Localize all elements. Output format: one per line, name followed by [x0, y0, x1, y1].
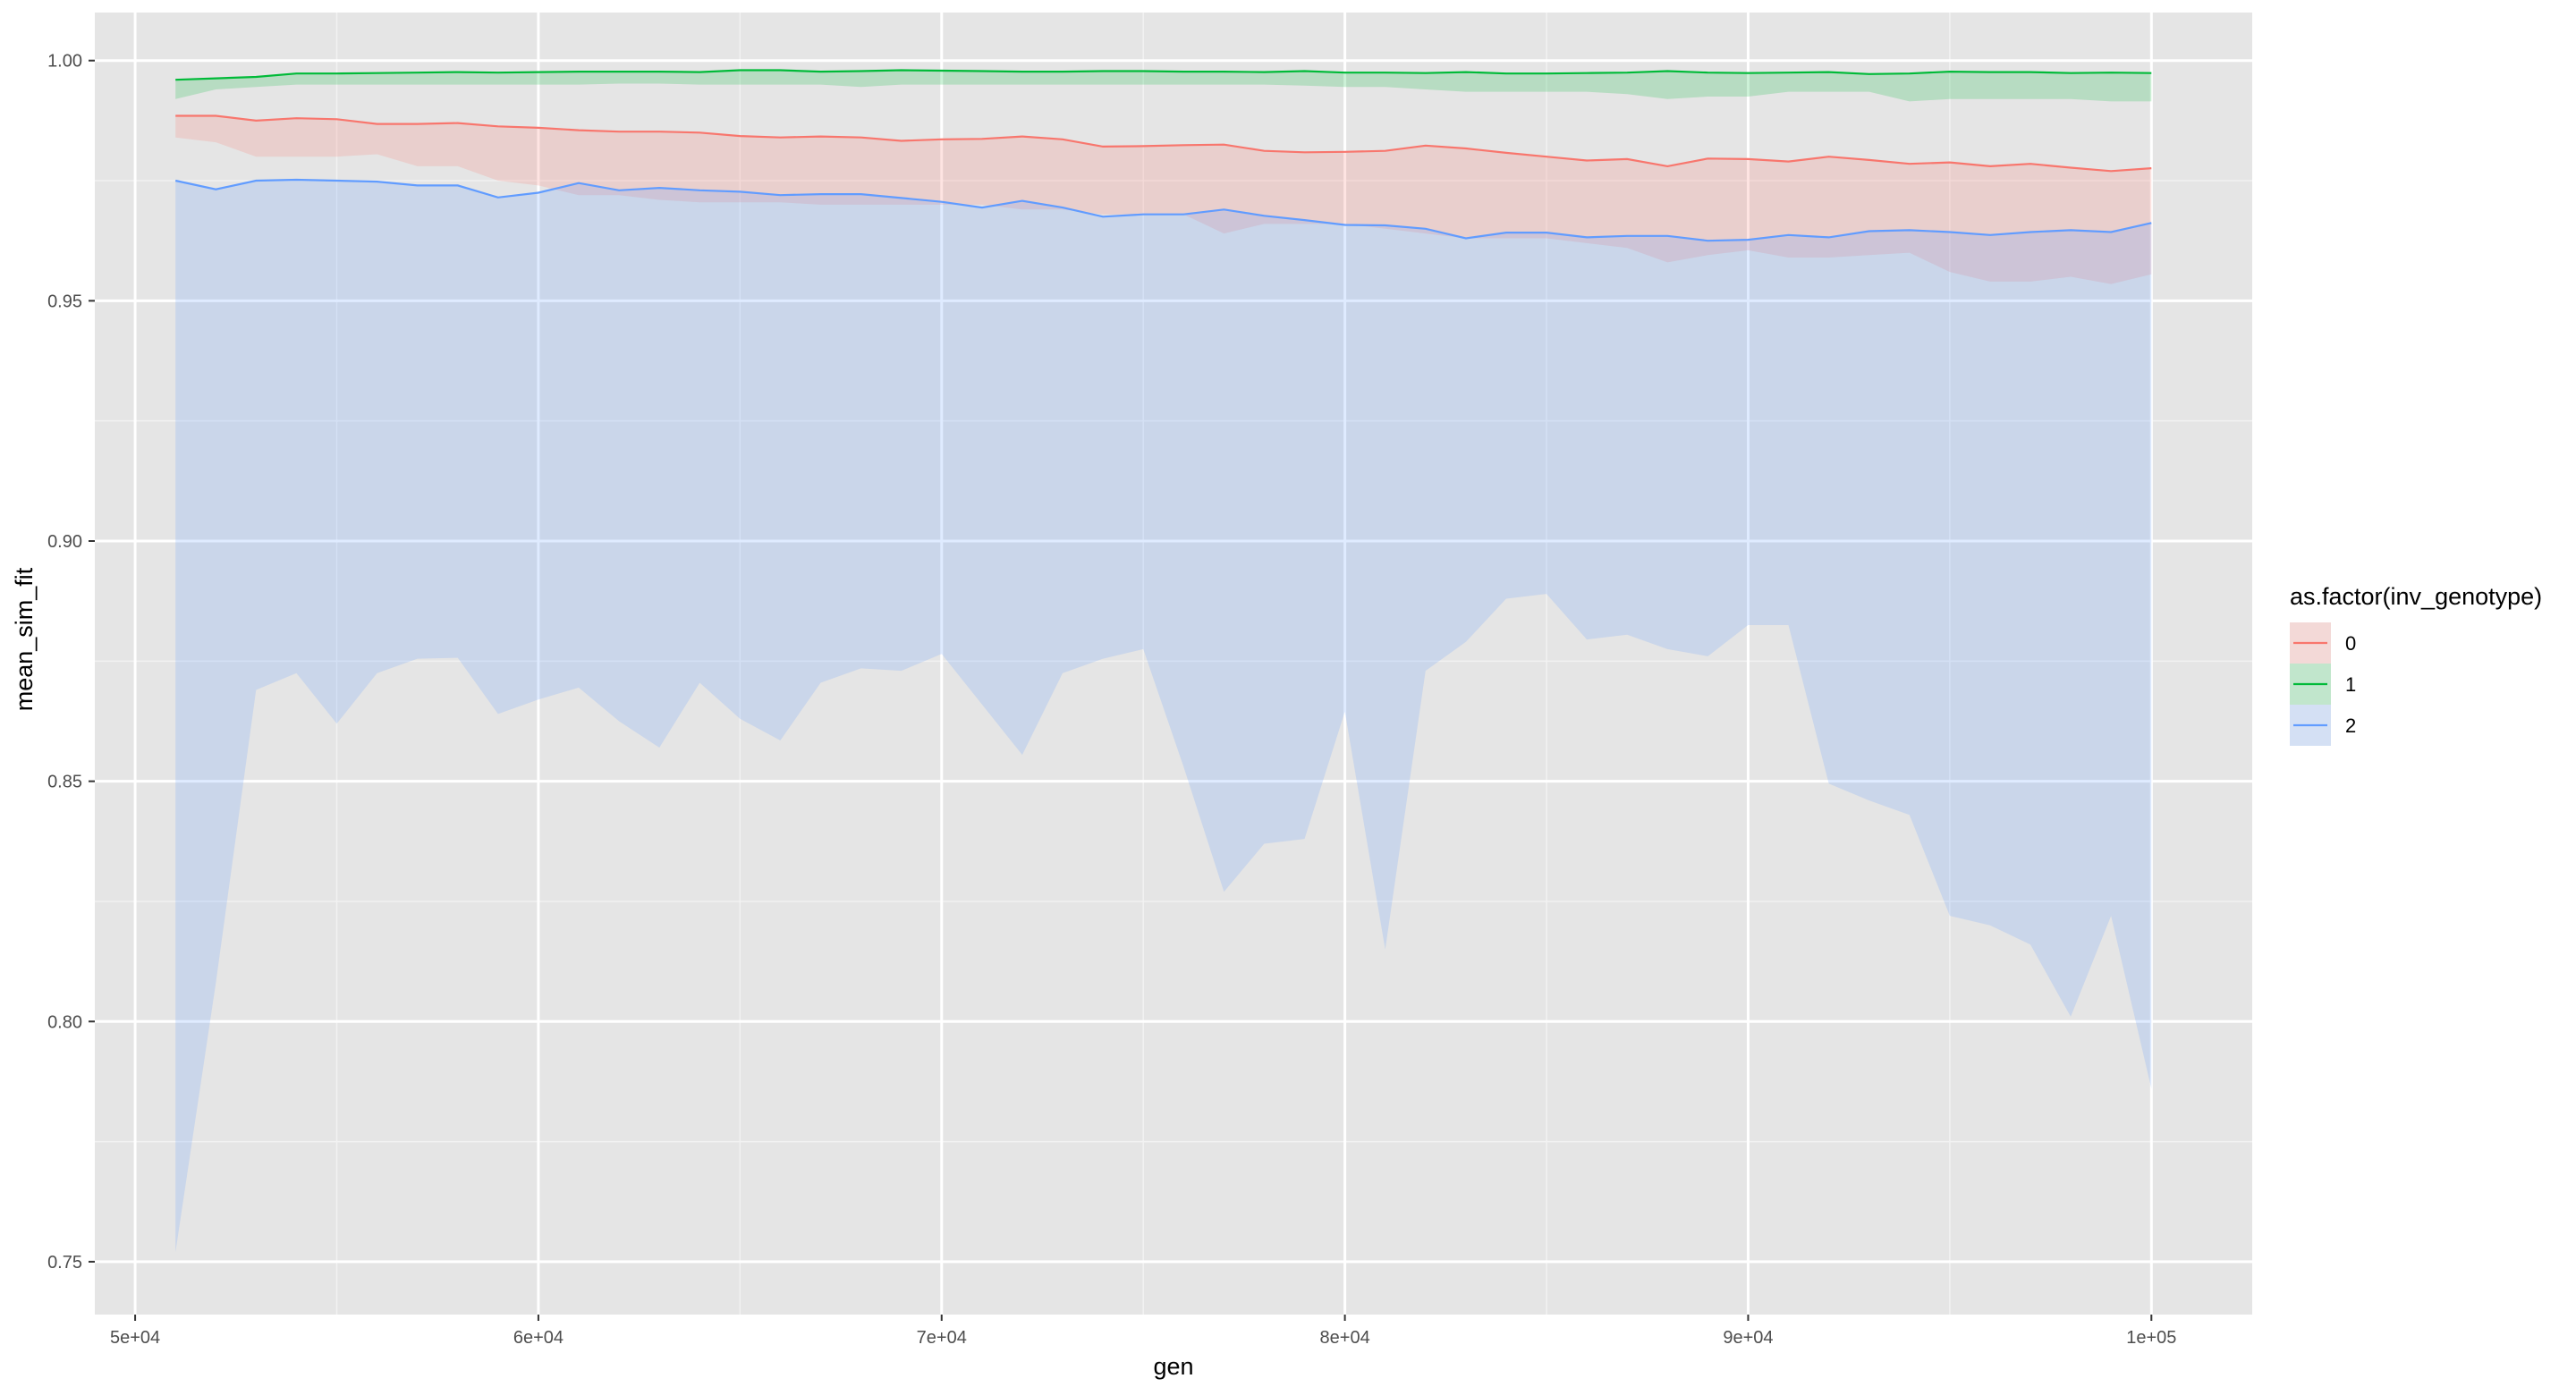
- minor-gridlines: [95, 13, 2252, 1315]
- x-axis-title: gen: [1153, 1353, 1193, 1380]
- y-tick-label: 0.85: [47, 773, 82, 792]
- legend-label-1: 1: [2345, 673, 2356, 696]
- line-series-1: [175, 69, 2152, 81]
- x-tick-label: 9e+04: [1723, 1328, 1773, 1348]
- ribbon-series-2: [175, 180, 2152, 1253]
- x-tick-label: 7e+04: [917, 1328, 967, 1348]
- y-axis: 0.75 0.80 0.85 0.90 0.95 1.00: [47, 52, 95, 1273]
- ribbons: [175, 70, 2152, 1253]
- legend-label-2: 2: [2345, 715, 2356, 737]
- major-gridlines: [95, 13, 2252, 1315]
- y-tick-label: 0.90: [47, 532, 82, 552]
- legend-label-0: 0: [2345, 632, 2356, 655]
- legend-title: as.factor(inv_genotype): [2290, 583, 2542, 610]
- line-series-0: [175, 114, 2152, 173]
- x-tick-label: 5e+04: [110, 1328, 160, 1348]
- x-tick-label: 1e+05: [2126, 1328, 2176, 1348]
- series-lines: [174, 69, 2152, 242]
- y-tick-label: 0.75: [47, 1253, 82, 1273]
- ribbon-series-1: [175, 70, 2152, 102]
- x-tick-label: 6e+04: [513, 1328, 564, 1348]
- legend: as.factor(inv_genotype) 0 1 2: [2290, 583, 2542, 746]
- x-tick-label: 8e+04: [1320, 1328, 1370, 1348]
- ribbon-series-0: [175, 115, 2152, 284]
- y-tick-label: 1.00: [47, 52, 82, 72]
- x-axis: 5e+04 6e+04 7e+04 8e+04 9e+04 1e+05: [110, 1315, 2176, 1348]
- y-tick-label: 0.95: [47, 292, 82, 311]
- y-tick-label: 0.80: [47, 1012, 82, 1032]
- plot-panel: [95, 13, 2252, 1315]
- line-series-2: [174, 178, 2152, 242]
- y-axis-title: mean_sim_fit: [11, 567, 38, 711]
